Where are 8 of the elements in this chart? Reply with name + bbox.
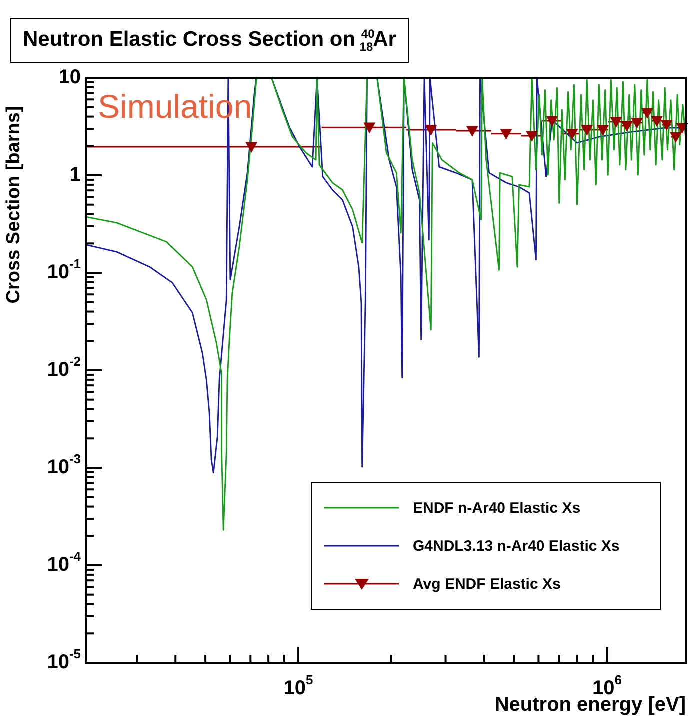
y-axis-title: Cross Section [barns] <box>3 106 26 304</box>
x-axis-title: Neutron energy [eV] <box>494 694 686 717</box>
y-tick-label: 10 <box>58 66 82 89</box>
legend-label: G4NDL3.13 n-Ar40 Elastic Xs <box>413 538 621 554</box>
legend-label: Avg ENDF Elastic Xs <box>413 576 562 592</box>
legend-label: ENDF n-Ar40 Elastic Xs <box>413 500 582 516</box>
y-tick-label: 1 <box>70 164 81 186</box>
chart-title: Neutron Elastic Cross Section on $^{40}$$_{18}$Ar <box>10 18 410 64</box>
